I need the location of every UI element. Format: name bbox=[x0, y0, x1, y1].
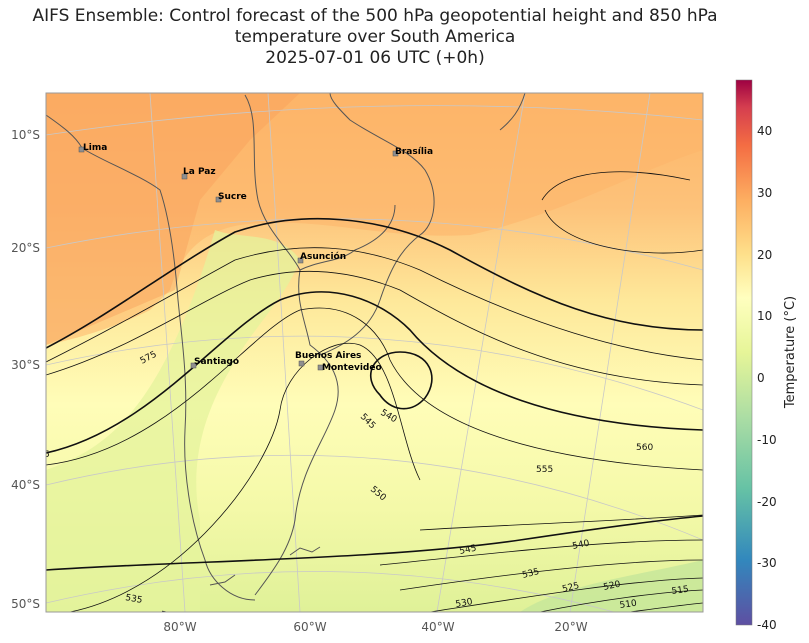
chart-title: AIFS Ensemble: Control forecast of the 5… bbox=[0, 6, 750, 69]
colorbar-tick: -30 bbox=[757, 556, 777, 570]
city-montevideo: Montevideo bbox=[317, 363, 382, 373]
city-label: Santiago bbox=[194, 357, 239, 367]
city-marker bbox=[392, 150, 399, 157]
lat-label: 50°S bbox=[11, 597, 40, 611]
colorbar-label: Temperature (°C) bbox=[783, 296, 798, 409]
city-label: Montevideo bbox=[322, 363, 382, 373]
city-marker bbox=[190, 362, 197, 369]
warm-region bbox=[46, 93, 703, 345]
contour-label: 560 bbox=[636, 443, 653, 453]
colorbar-tick: 40 bbox=[757, 124, 772, 138]
lon-label: 80°W bbox=[163, 620, 196, 634]
contour-label: 545 bbox=[459, 544, 478, 557]
lat-label: 20°S bbox=[11, 241, 40, 255]
cold-region bbox=[520, 560, 703, 612]
city-label: La Paz bbox=[183, 167, 216, 177]
city-asuncion: Asunción bbox=[297, 251, 346, 264]
contour-label: 560 bbox=[159, 610, 178, 623]
colorbar-tick: 20 bbox=[757, 248, 772, 262]
city-sucre: Sucre bbox=[215, 192, 247, 203]
city-label: Brasília bbox=[395, 147, 433, 157]
lat-labels: 10°S 20°S 30°S 40°S 50°S bbox=[11, 128, 40, 611]
colorbar-tick: -10 bbox=[757, 433, 777, 447]
contour-label: 540 bbox=[572, 539, 591, 552]
geopotential-contours bbox=[46, 171, 703, 612]
cities: Lima La Paz Sucre Brasília Asunción Sant… bbox=[78, 143, 433, 373]
graticule bbox=[46, 93, 703, 612]
hot-region bbox=[46, 93, 300, 345]
contour-label: 525 bbox=[561, 581, 580, 595]
city-label: Lima bbox=[83, 143, 107, 153]
colorbar-tick: -40 bbox=[757, 618, 777, 632]
title-line-3: 2025-07-01 06 UTC (+0h) bbox=[265, 48, 485, 68]
city-label: Asunción bbox=[300, 251, 346, 262]
contour-label: 530 bbox=[455, 597, 474, 610]
lat-label: 30°S bbox=[11, 358, 40, 372]
title-line-2: temperature over South America bbox=[234, 27, 516, 47]
city-marker bbox=[297, 257, 304, 264]
city-la-paz: La Paz bbox=[181, 167, 216, 180]
city-marker bbox=[181, 173, 188, 180]
city-marker bbox=[215, 196, 222, 203]
colorbar: 40 30 20 10 0 -10 -20 -30 -40 Temperatur… bbox=[735, 79, 798, 632]
colorbar-tick: 10 bbox=[757, 309, 772, 323]
colorbar-tick: -20 bbox=[757, 495, 777, 509]
city-santiago: Santiago bbox=[190, 357, 239, 369]
city-label: Buenos Aires bbox=[295, 351, 361, 361]
title-line-1: AIFS Ensemble: Control forecast of the 5… bbox=[32, 6, 718, 26]
contour-label: 555 bbox=[536, 465, 553, 475]
lon-label: 20°W bbox=[554, 620, 587, 634]
city-lima: Lima bbox=[78, 143, 107, 153]
map-frame bbox=[45, 92, 704, 613]
city-marker bbox=[298, 360, 305, 367]
colorbar-bar bbox=[735, 79, 753, 626]
contour-label: 510 bbox=[619, 599, 638, 611]
city-marker bbox=[317, 364, 324, 371]
lat-label: 10°S bbox=[11, 128, 40, 142]
lon-label: 60°W bbox=[293, 620, 326, 634]
contour-label: 520 bbox=[603, 580, 622, 593]
city-brasilia: Brasília bbox=[392, 147, 433, 157]
lat-label: 40°S bbox=[11, 478, 40, 492]
city-marker bbox=[78, 146, 85, 153]
city-buenos-aires: Buenos Aires bbox=[295, 351, 361, 367]
contour-label: 535 bbox=[521, 567, 540, 581]
colorbar-ticks: 40 30 20 10 0 -10 -20 -30 -40 bbox=[757, 124, 777, 632]
coastlines bbox=[46, 93, 526, 601]
map-area: 575 560 555 550 545 540 545 540 535 530 … bbox=[44, 93, 703, 623]
contour-label: 515 bbox=[671, 585, 689, 597]
colorbar-tick: 0 bbox=[757, 371, 765, 385]
colorbar-tick: 30 bbox=[757, 186, 772, 200]
city-label: Sucre bbox=[218, 192, 247, 202]
lon-labels: 80°W 60°W 40°W 20°W bbox=[163, 620, 587, 634]
cool-region bbox=[46, 230, 300, 612]
contour-label: 5 bbox=[44, 450, 50, 460]
contour-label: 535 bbox=[124, 593, 143, 606]
lon-label: 40°W bbox=[421, 620, 454, 634]
